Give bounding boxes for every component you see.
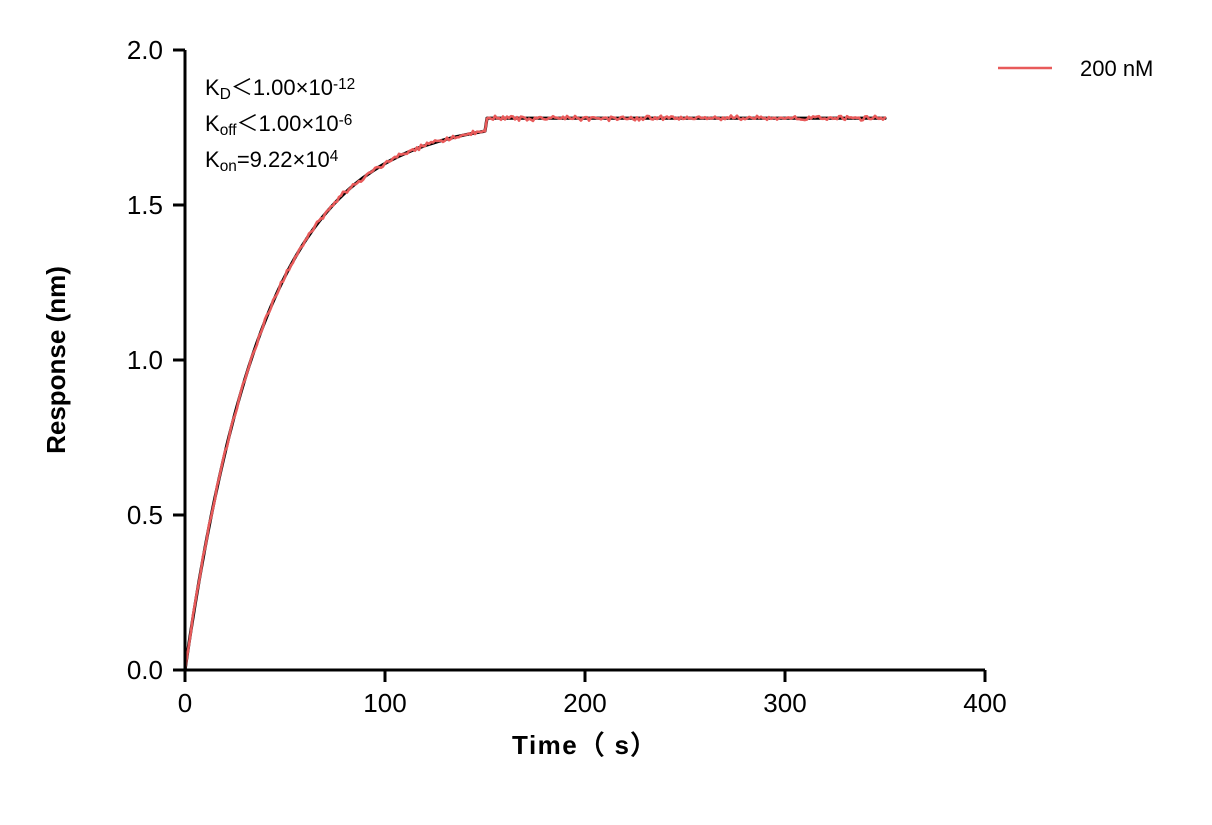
annotation-exponent: -6 (339, 112, 353, 129)
x-tick-label: 300 (763, 688, 806, 718)
annotation-symbol: K (205, 147, 220, 172)
y-tick-label: 0.5 (127, 500, 163, 530)
annotation-subscript: off (220, 122, 238, 139)
x-tick-label: 400 (963, 688, 1006, 718)
y-axis-title: Response (nm) (41, 266, 71, 454)
y-tick-label: 0.0 (127, 655, 163, 685)
x-tick-label: 0 (178, 688, 192, 718)
annotation-exponent: 4 (330, 148, 339, 165)
annotation-subscript: on (220, 158, 237, 175)
kinetics-chart-figure: 0 100 200 300 400 0.0 0.5 1.0 1.5 2.0 Time（ s） Resp… (0, 0, 1212, 825)
annotation-symbol: K (205, 75, 220, 100)
annotation-value: ＜1.00×10 (237, 111, 339, 136)
x-axis-title: Time（ s） (512, 730, 658, 760)
chart-svg: 0 100 200 300 400 0.0 0.5 1.0 1.5 2.0 Time（ s） Resp… (0, 0, 1212, 825)
annotation-value: =9.22×10 (237, 147, 330, 172)
y-tick-label: 2.0 (127, 35, 163, 65)
y-tick-label: 1.0 (127, 345, 163, 375)
annotation-exponent: -12 (333, 76, 355, 93)
x-tick-label: 200 (563, 688, 606, 718)
annotation-symbol: K (205, 111, 220, 136)
x-tick-label: 100 (363, 688, 406, 718)
annotation-value: ＜1.00×10 (231, 75, 333, 100)
y-tick-label: 1.5 (127, 190, 163, 220)
legend-label-200nm: 200 nM (1080, 56, 1153, 81)
annotation-subscript: D (220, 86, 231, 103)
